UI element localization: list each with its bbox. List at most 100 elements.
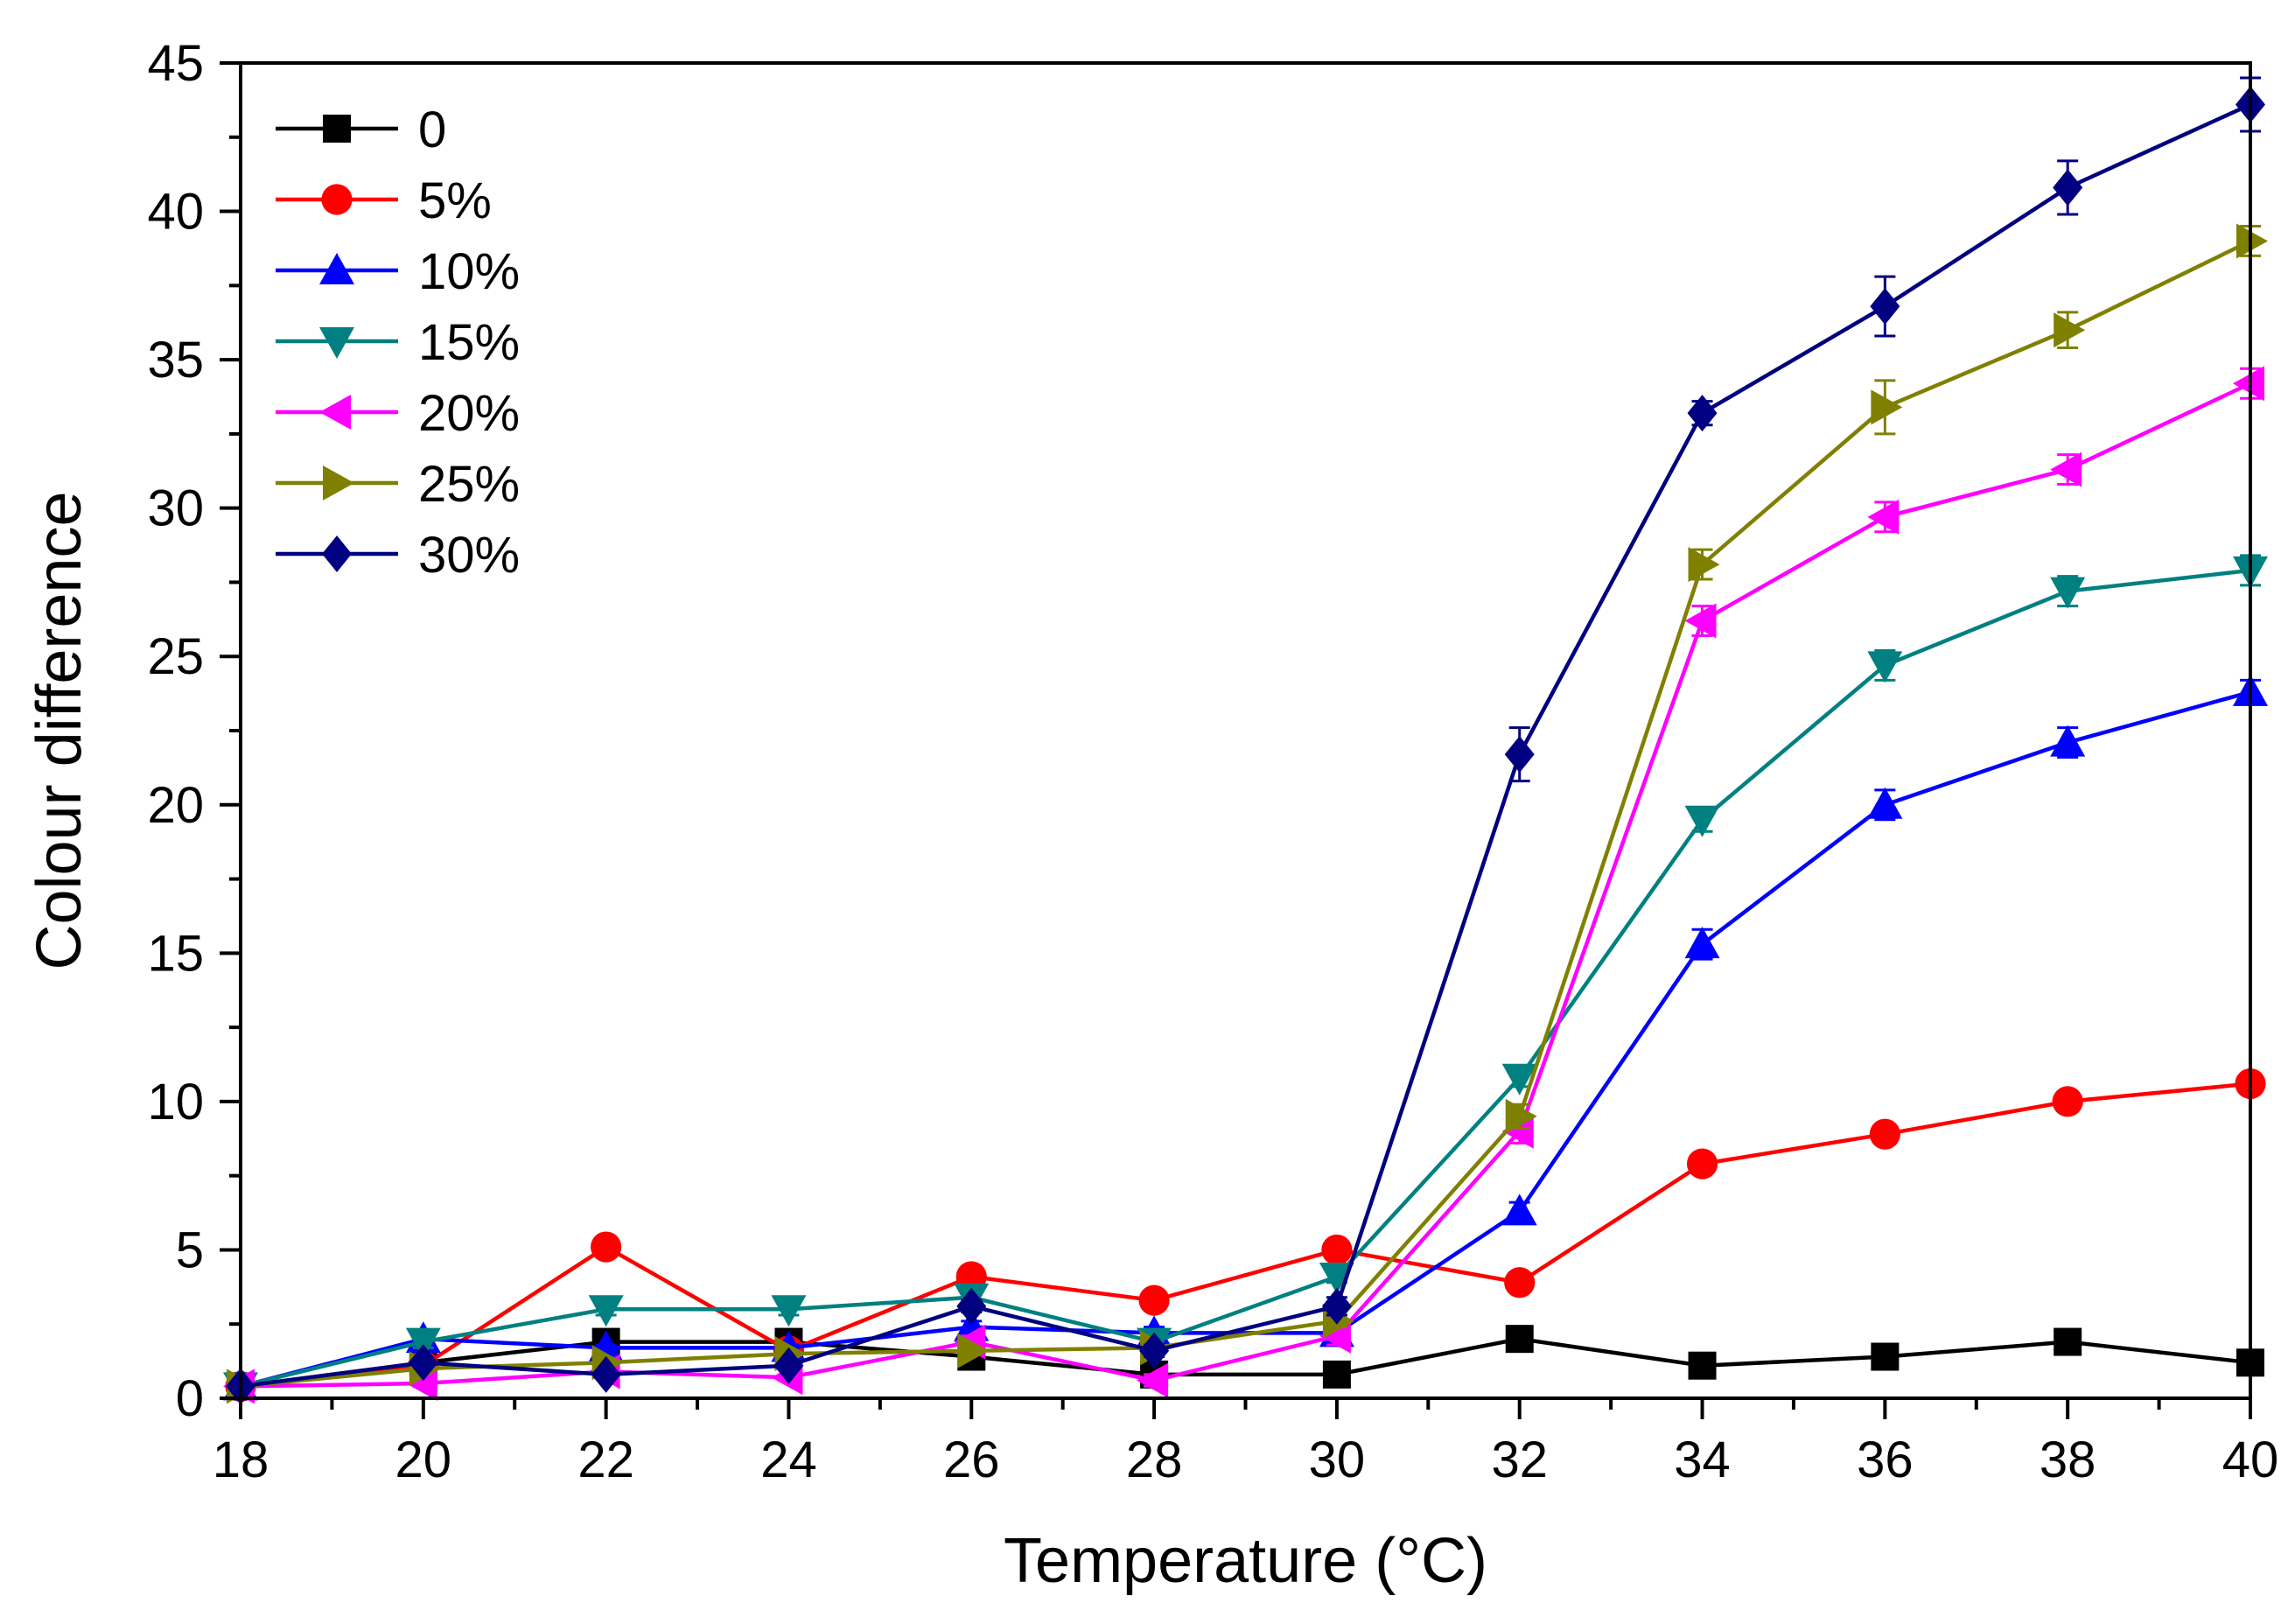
data-point xyxy=(1501,1194,1537,1226)
x-tick-label: 18 xyxy=(213,1432,269,1488)
data-point xyxy=(1687,395,1718,432)
y-tick-label: 0 xyxy=(176,1370,204,1427)
x-tick-label: 36 xyxy=(1857,1432,1914,1488)
y-tick-label: 35 xyxy=(147,332,204,388)
x-tick-label: 34 xyxy=(1674,1432,1731,1488)
data-point xyxy=(1870,288,1900,326)
series-group xyxy=(223,76,2268,1405)
data-point xyxy=(1137,1362,1169,1398)
data-point xyxy=(1867,499,1900,535)
legend-entry: 30% xyxy=(276,527,520,584)
data-point xyxy=(1684,927,1720,959)
series-5-percent xyxy=(225,1068,2266,1403)
x-axis-title: Temperature (°C) xyxy=(1004,1526,1487,1596)
x-tick-label: 24 xyxy=(760,1432,817,1488)
legend-marker xyxy=(321,184,353,215)
data-point xyxy=(1684,603,1717,639)
y-tick-label: 30 xyxy=(147,480,204,537)
x-tick-label: 40 xyxy=(2222,1432,2279,1488)
series-line xyxy=(240,568,2251,1389)
legend-marker xyxy=(323,115,351,143)
data-point xyxy=(2052,1086,2083,1117)
data-point xyxy=(591,1231,622,1263)
data-point xyxy=(957,1333,990,1368)
data-point xyxy=(1321,1234,1353,1266)
data-point xyxy=(1505,1098,1537,1134)
series-line xyxy=(240,239,2251,1389)
axes-group: 18 20 22 24 26 28 30 32 34 36 38 40 0 5 10 15 20 25 30 35 40… xyxy=(147,35,2278,1488)
data-point xyxy=(1505,1325,1534,1354)
data-point xyxy=(1871,1342,1900,1371)
legend: 0 5% 10% 15% 20% 25% 30% xyxy=(276,102,520,584)
data-point xyxy=(2054,312,2086,348)
legend-label: 15% xyxy=(418,314,520,371)
data-point xyxy=(1501,1063,1537,1096)
legend-entry: 20% xyxy=(276,385,520,442)
x-tick-label: 22 xyxy=(577,1432,634,1488)
data-point xyxy=(1867,787,1903,819)
series-line xyxy=(240,382,2251,1389)
y-tick-label: 20 xyxy=(147,777,204,834)
legend-entry: 15% xyxy=(276,314,520,371)
data-point xyxy=(1686,1148,1718,1180)
y-axis-title: Colour difference xyxy=(24,492,94,970)
series-30-percent xyxy=(226,76,2265,1405)
x-tick-label: 32 xyxy=(1491,1432,1548,1488)
x-tick-label: 28 xyxy=(1126,1432,1183,1488)
series-line xyxy=(240,690,2251,1389)
legend-entry: 25% xyxy=(276,456,520,513)
data-point xyxy=(1504,1267,1536,1298)
y-tick-label: 15 xyxy=(147,925,204,982)
data-point xyxy=(1867,651,1903,683)
data-point xyxy=(1869,1118,1900,1150)
data-point xyxy=(1688,1351,1717,1380)
data-point xyxy=(956,1287,987,1325)
data-point xyxy=(1684,805,1720,837)
legend-label: 25% xyxy=(418,456,520,513)
x-tick-label: 20 xyxy=(395,1432,452,1488)
legend-label: 30% xyxy=(418,527,520,584)
y-tick-label: 40 xyxy=(147,184,204,241)
data-point xyxy=(591,1355,621,1393)
legend-label: 5% xyxy=(418,172,492,229)
y-tick-label: 5 xyxy=(176,1222,204,1278)
series-10-percent xyxy=(223,674,2268,1401)
data-point xyxy=(771,1295,807,1327)
legend-entry: 10% xyxy=(276,243,520,300)
data-point xyxy=(588,1295,624,1327)
data-point xyxy=(1322,1360,1351,1389)
data-point xyxy=(2050,724,2086,757)
data-point xyxy=(1138,1284,1170,1316)
legend-label: 10% xyxy=(418,243,520,300)
x-tick-label: 38 xyxy=(2040,1432,2096,1488)
data-point xyxy=(405,1327,441,1360)
data-point xyxy=(2053,169,2083,206)
series-line xyxy=(240,102,2251,1389)
data-point xyxy=(1321,1287,1352,1325)
data-point xyxy=(2050,452,2082,487)
y-tick-label: 25 xyxy=(147,628,204,685)
y-tick-label: 45 xyxy=(147,35,204,92)
x-tick-label: 30 xyxy=(1309,1432,1366,1488)
legend-label: 20% xyxy=(418,385,520,442)
data-point xyxy=(2050,577,2086,609)
legend-marker xyxy=(319,327,354,359)
legend-entry: 5% xyxy=(276,172,492,229)
x-tick-label: 26 xyxy=(943,1432,1000,1488)
series-20-percent xyxy=(223,366,2264,1404)
series-25-percent xyxy=(227,223,2268,1404)
data-point xyxy=(1139,1332,1170,1369)
data-point xyxy=(408,1344,438,1382)
legend-marker xyxy=(319,253,354,284)
y-tick-label: 10 xyxy=(147,1074,204,1130)
data-point xyxy=(1871,389,1903,425)
legend-label: 0 xyxy=(418,102,446,158)
series-line xyxy=(240,1082,2251,1389)
legend-marker xyxy=(322,536,352,572)
data-point xyxy=(1504,736,1535,774)
data-point xyxy=(1688,547,1720,583)
data-point xyxy=(773,1347,804,1384)
legend-entry: 0 xyxy=(276,102,446,158)
